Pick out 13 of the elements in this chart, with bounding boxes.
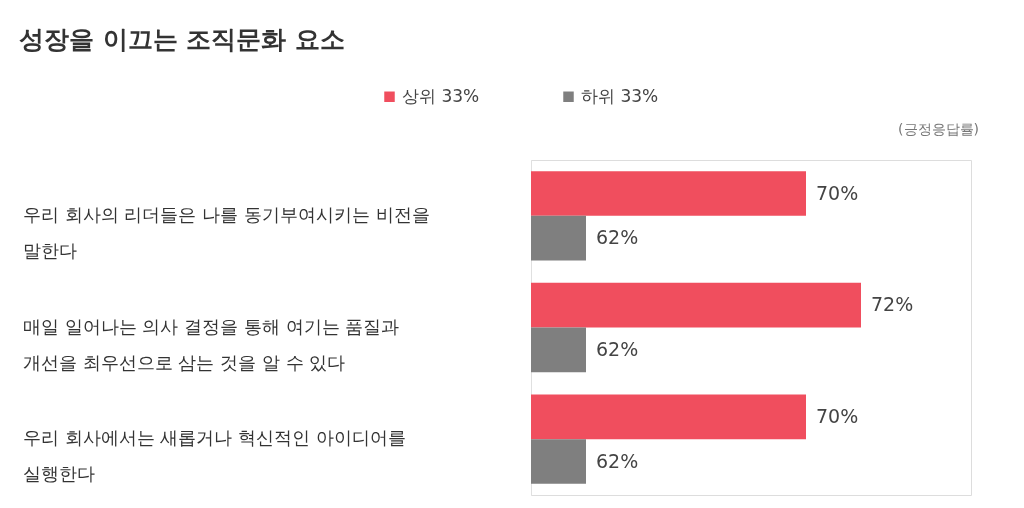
data-label: 70% <box>816 181 859 204</box>
data-label: 62% <box>596 226 639 249</box>
legend-label: 상위 33% <box>402 85 480 106</box>
y-tick-label: 우리 회사의 리더들은 나를 동기부여시키는 비전을 말한다 <box>23 203 430 261</box>
data-label: 62% <box>596 449 639 472</box>
text: 성장을 이끄는 조직문화 요소 <box>19 25 346 54</box>
y-tick-label: 우리 회사에서는 새롭거나 혁신적인 아이디어를 실행한다 <box>23 427 406 485</box>
data-label: 72% <box>871 293 914 316</box>
data-label: 62% <box>596 337 639 360</box>
data-label: 70% <box>816 404 859 427</box>
text: (긍정응답률) <box>898 121 979 137</box>
legend-label: 하위 33% <box>581 85 659 106</box>
y-tick-label: 매일 일어나는 의사 결정을 통해 여기는 품질과 개선을 최우선으로 삼는 것을 알 수 있다 <box>23 315 400 373</box>
